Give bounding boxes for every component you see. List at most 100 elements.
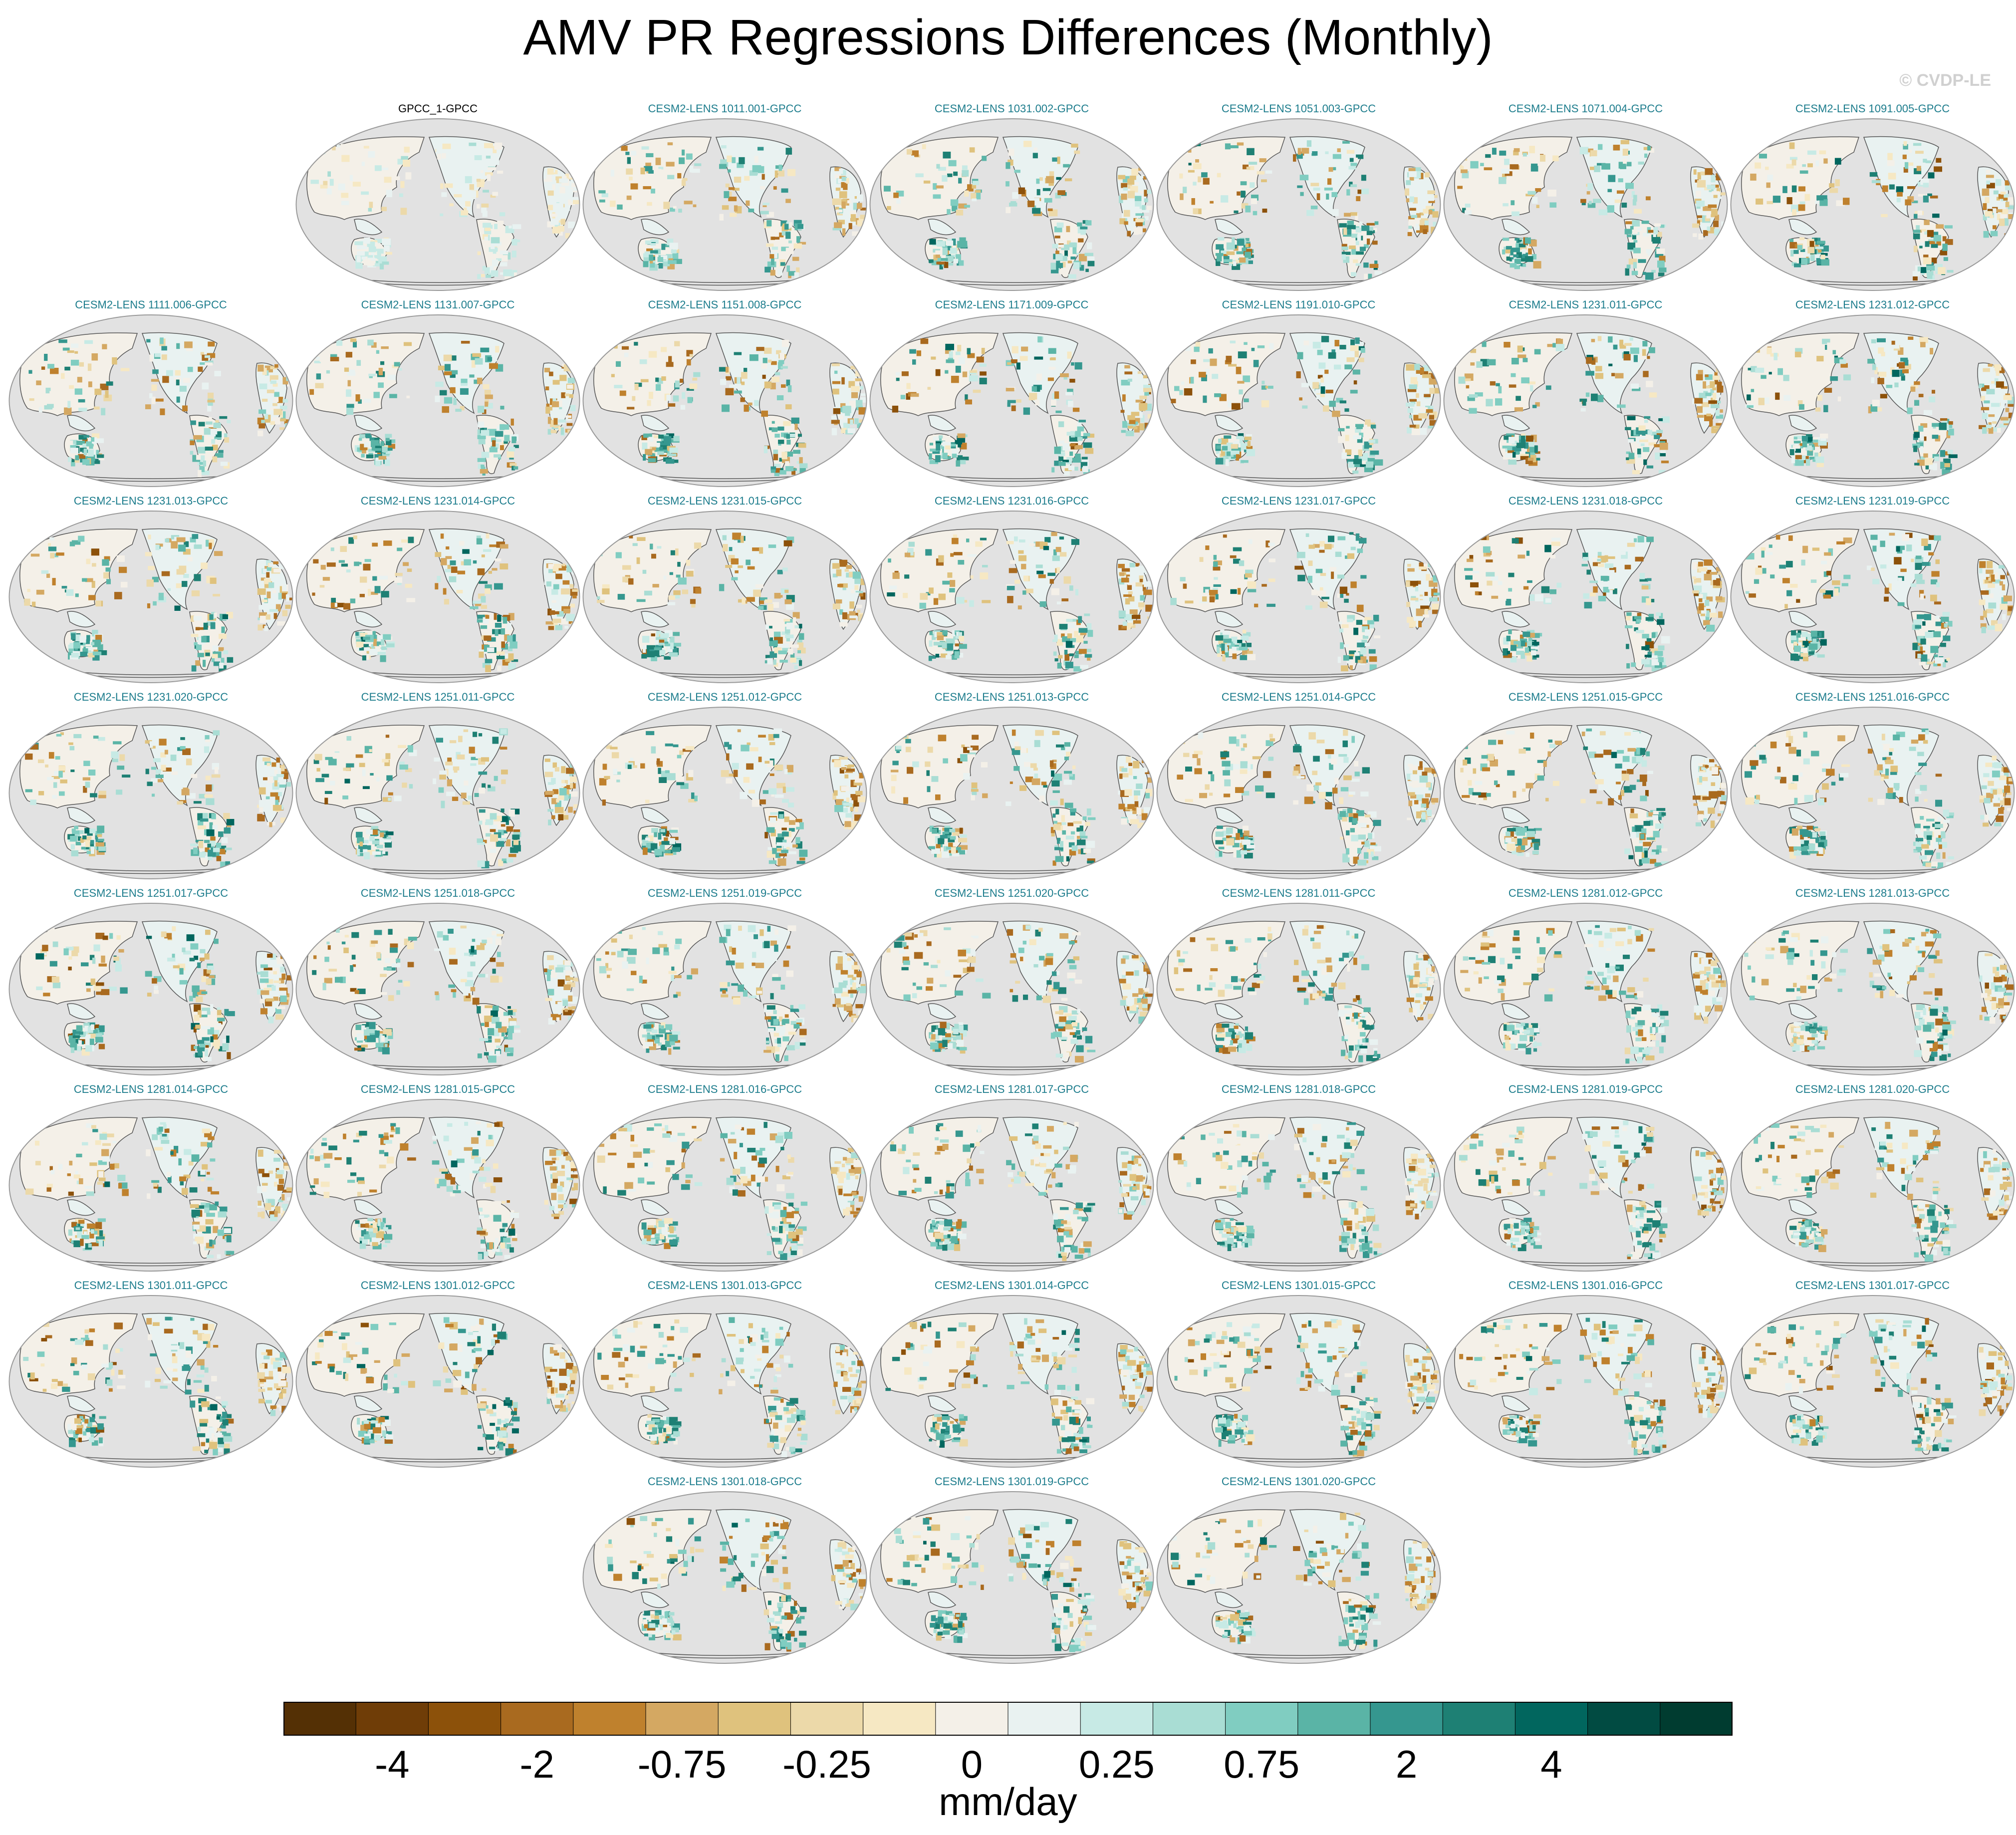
anomaly-cell [1913,619,1922,625]
anomaly-cell [660,449,668,452]
anomaly-cell [682,589,689,594]
anomaly-cell [1983,203,1987,210]
anomaly-cell [761,363,767,369]
anomaly-cell [557,565,566,571]
anomaly-cell [1711,175,1716,183]
anomaly-cell [1706,596,1713,602]
anomaly-cell [1540,155,1545,162]
anomaly-cell [794,272,799,278]
robinson-map [869,511,1154,683]
anomaly-cell [319,148,324,153]
anomaly-cell [658,434,664,439]
anomaly-cell [1191,359,1196,364]
anomaly-cell [277,621,285,626]
anomaly-cell [927,544,934,547]
anomaly-cell [406,395,410,399]
anomaly-cell [794,423,798,430]
anomaly-cell [1123,594,1132,597]
anomaly-cell [1633,240,1638,243]
anomaly-cell [2001,209,2009,215]
anomaly-cell [106,381,113,386]
anomaly-cell [1199,557,1204,562]
anomaly-cell [206,539,209,547]
anomaly-cell [1027,201,1035,208]
anomaly-cell [1368,273,1372,281]
anomaly-cell [280,418,286,422]
anomaly-cell [1218,439,1222,443]
anomaly-cell [368,208,372,212]
anomaly-cell [1696,205,1701,209]
anomaly-cell [1643,459,1647,465]
anomaly-cell [1719,364,1725,371]
anomaly-cell [1823,594,1831,599]
anomaly-cell [1360,647,1367,655]
anomaly-cell [1583,593,1589,599]
anomaly-cell [1131,624,1136,628]
anomaly-cell [1425,609,1428,616]
anomaly-cell [88,653,95,658]
anomaly-cell [1142,560,1148,564]
anomaly-cell [1484,167,1493,171]
anomaly-cell [619,390,626,396]
anomaly-cell [1250,182,1255,188]
anomaly-cell [403,159,411,167]
anomaly-cell [69,746,75,751]
anomaly-cell [675,380,680,388]
anomaly-cell [444,397,453,404]
anomaly-cell [98,794,106,798]
anomaly-cell [1081,652,1085,656]
anomaly-cell [1144,190,1147,197]
anomaly-cell [663,202,670,209]
anomaly-cell [1807,450,1813,456]
anomaly-cell [225,847,232,850]
anomaly-cell [469,374,475,378]
anomaly-cell [1871,339,1876,343]
anomaly-cell [208,855,213,860]
anomaly-cell [1716,188,1721,192]
anomaly-cell [1986,577,1991,582]
anomaly-cell [1946,658,1950,661]
anomaly-cell [312,147,319,154]
anomaly-cell [355,263,363,269]
anomaly-cell [1071,362,1074,366]
anomaly-cell [2008,412,2015,419]
anomaly-cell [102,559,109,566]
anomaly-cell [98,456,104,461]
anomaly-cell [1364,617,1372,621]
anomaly-cell [1790,584,1798,588]
anomaly-cell [86,845,89,849]
anomaly-cell [839,559,848,567]
anomaly-cell [279,405,287,410]
anomaly-cell [941,436,951,441]
anomaly-cell [547,429,551,435]
anomaly-cell [1646,638,1652,642]
anomaly-cell [1715,596,1723,601]
anomaly-cell [1214,577,1218,580]
anomaly-cell [1556,582,1562,588]
anomaly-cell [982,156,987,161]
anomaly-cell [1745,591,1750,594]
anomaly-cell [568,621,573,624]
anomaly-cell [1693,169,1697,175]
anomaly-cell [1903,144,1908,150]
anomaly-cell [442,406,449,413]
anomaly-cell [785,199,791,203]
anomaly-cell [1324,187,1333,191]
anomaly-cell [835,174,844,180]
anomaly-cell [1607,543,1612,549]
anomaly-cell [1240,181,1247,186]
anomaly-cell [1590,592,1596,596]
map-panel: CESM2-LENS 1231.012-GPCC [1729,298,2016,493]
anomaly-cell [597,596,600,600]
anomaly-cell [1241,460,1249,463]
anomaly-cell [1374,459,1383,466]
anomaly-cell [1034,385,1040,392]
anomaly-cell [1345,435,1349,441]
anomaly-cell [480,170,484,173]
anomaly-cell [1361,175,1366,181]
anomaly-cell [262,368,267,375]
panel-title: CESM2-LENS 1011.001-GPCC [648,102,802,115]
anomaly-cell [283,773,288,780]
anomaly-cell [1535,594,1543,601]
anomaly-cell [1800,653,1808,657]
